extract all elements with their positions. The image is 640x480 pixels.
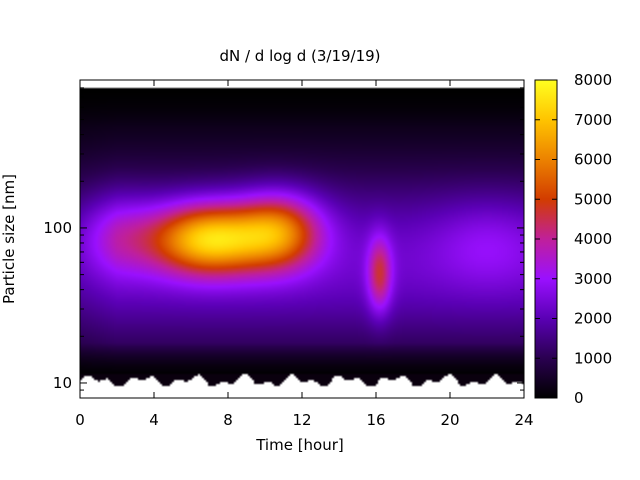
colorbar-tick-label: 3000	[574, 270, 612, 288]
colorbar-tick-label: 7000	[574, 111, 612, 129]
colorbar-tick-label: 5000	[574, 190, 612, 208]
colorbar-tick-label: 1000	[574, 349, 612, 367]
y-tick-label: 100	[43, 219, 72, 237]
y-axis-ticks: 10 100	[43, 79, 524, 399]
x-tick-label: 8	[223, 411, 233, 429]
x-axis-label: Time [hour]	[255, 436, 344, 454]
x-tick-label: 12	[292, 411, 311, 429]
colorbar-tick-label: 8000	[574, 71, 612, 89]
x-tick-label: 4	[149, 411, 159, 429]
x-tick-label: 16	[366, 411, 385, 429]
colorbar-tick-label: 6000	[574, 151, 612, 169]
x-tick-label: 20	[440, 411, 459, 429]
chart-title: dN / d log d (3/19/19)	[219, 47, 380, 65]
colorbar-tick-label: 0	[574, 389, 584, 407]
y-axis-label: Particle size [nm]	[0, 174, 18, 304]
colorbar-ticks: 0 1000 2000 3000 4000 5000 6000 7000 8000	[535, 71, 612, 407]
colorbar: 0 1000 2000 3000 4000 5000 6000 7000 8000	[534, 71, 612, 407]
heatmap-image	[80, 80, 524, 398]
y-tick-label: 10	[53, 374, 72, 392]
colorbar-tick-label: 2000	[574, 310, 612, 328]
x-tick-label: 24	[514, 411, 533, 429]
heatmap-area	[80, 80, 524, 398]
colorbar-tick-label: 4000	[574, 230, 612, 248]
x-axis-ticks: 0 4 8 12 16 20 24	[75, 80, 534, 429]
x-tick-label: 0	[75, 411, 85, 429]
